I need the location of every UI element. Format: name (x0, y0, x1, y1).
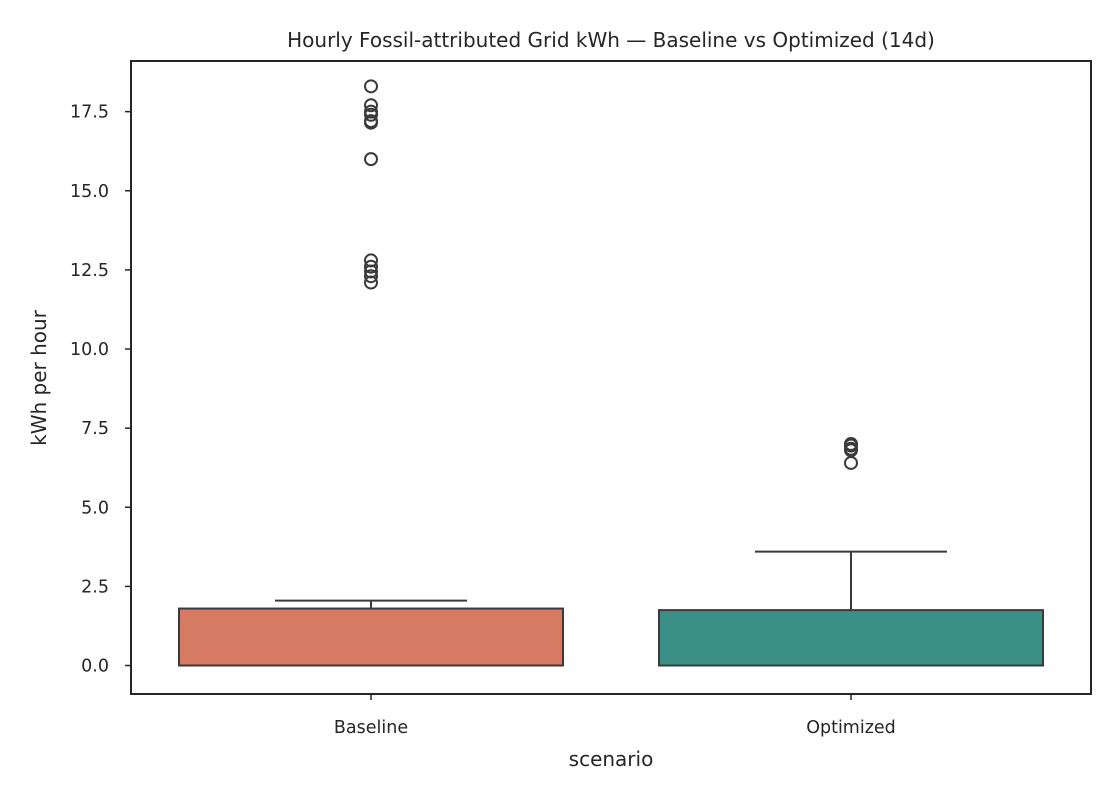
y-axis-label: kWh per hour (27, 309, 51, 446)
y-tick-label: 7.5 (81, 419, 109, 439)
outlier-point (364, 269, 378, 284)
y-tick-label: 17.5 (70, 103, 109, 123)
y-tick-label: 12.5 (70, 261, 109, 281)
plot-frame (130, 60, 1092, 695)
outlier-point (844, 455, 858, 470)
outlier-point (364, 115, 378, 130)
chart-title: Hourly Fossil-attributed Grid kWh — Base… (287, 28, 935, 52)
y-tick-label: 0.0 (81, 657, 109, 677)
outlier-point (364, 152, 378, 167)
y-tick-label: 15.0 (70, 182, 109, 202)
x-axis-label: scenario (569, 747, 654, 771)
box-body (178, 607, 564, 667)
x-axis: Baseline Optimized (334, 694, 896, 738)
box-optimized (658, 436, 1044, 667)
y-axis: 0.0 2.5 5.0 7.5 10.0 12.5 15.0 17.5 (70, 103, 131, 677)
outlier-point (364, 98, 378, 113)
box-baseline (178, 79, 564, 667)
y-tick-label: 5.0 (81, 498, 109, 518)
plot-area (178, 79, 1044, 667)
outlier-point (364, 107, 378, 122)
x-tick-label: Optimized (806, 718, 896, 738)
y-tick-label: 10.0 (70, 340, 109, 360)
x-tick-label: Baseline (334, 718, 408, 738)
outlier-point (364, 259, 378, 274)
outlier-point (364, 275, 378, 290)
y-tick-label: 2.5 (81, 577, 109, 597)
outlier-point (364, 79, 378, 94)
box-body (658, 609, 1044, 667)
